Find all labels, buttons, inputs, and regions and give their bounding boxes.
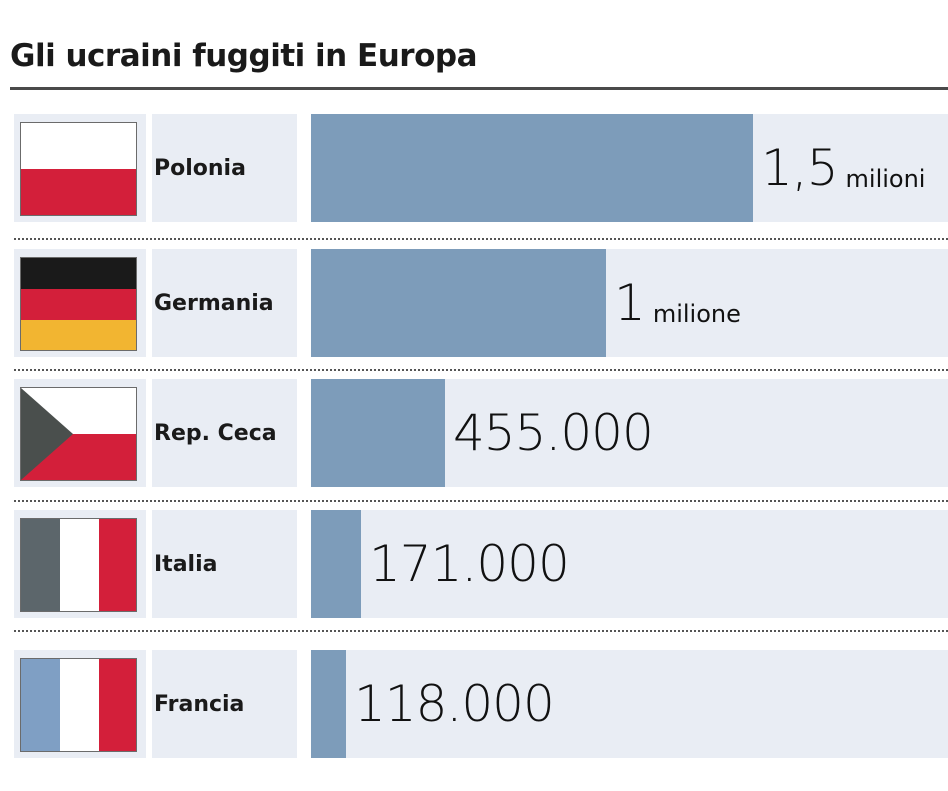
value-unit: milione <box>652 300 741 328</box>
chart-row: Rep. Ceca 455.000 <box>0 379 948 487</box>
czech-flag-icon <box>20 387 137 481</box>
value-number: 118.000 <box>354 675 555 733</box>
bar-track: 1 milione <box>311 249 948 357</box>
flag-cell <box>14 379 146 487</box>
flag-cell <box>14 249 146 357</box>
bar <box>311 114 753 222</box>
row-separator <box>14 500 948 502</box>
country-cell: Rep. Ceca <box>152 379 297 487</box>
value-label: 171.000 <box>369 510 570 618</box>
flag-cell <box>14 114 146 222</box>
country-label: Polonia <box>154 155 246 181</box>
chart-row: Polonia 1,5 milioni <box>0 114 948 222</box>
bar-track: 171.000 <box>311 510 948 618</box>
bar-track: 118.000 <box>311 650 948 758</box>
value-label: 118.000 <box>354 650 555 758</box>
country-cell: Italia <box>152 510 297 618</box>
value-number: 1,5 <box>761 139 839 197</box>
row-separator <box>14 369 948 371</box>
france-flag-icon <box>20 658 137 752</box>
bar <box>311 379 445 487</box>
bar-track: 1,5 milioni <box>311 114 948 222</box>
value-label: 1,5 milioni <box>761 114 925 222</box>
italy-flag-icon <box>20 518 137 612</box>
country-label: Francia <box>154 691 245 717</box>
flag-cell <box>14 510 146 618</box>
value-label: 455.000 <box>453 379 654 487</box>
bar-track: 455.000 <box>311 379 948 487</box>
country-cell: Polonia <box>152 114 297 222</box>
row-separator <box>14 630 948 632</box>
value-unit: milioni <box>845 165 926 193</box>
poland-flag-icon <box>20 122 137 216</box>
bar <box>311 650 346 758</box>
chart-title: Gli ucraini fuggiti in Europa <box>10 38 477 74</box>
flag-cell <box>14 650 146 758</box>
country-label: Italia <box>154 551 218 577</box>
chart-row: Italia 171.000 <box>0 510 948 618</box>
bar <box>311 249 606 357</box>
value-number: 1 <box>614 274 646 332</box>
bar <box>311 510 361 618</box>
germany-flag-icon <box>20 257 137 351</box>
chart-row: Francia 118.000 <box>0 650 948 758</box>
country-label: Rep. Ceca <box>154 420 277 446</box>
value-number: 171.000 <box>369 535 570 593</box>
chart-row: Germania 1 milione <box>0 249 948 357</box>
value-label: 1 milione <box>614 249 741 357</box>
country-cell: Francia <box>152 650 297 758</box>
value-number: 455.000 <box>453 404 654 462</box>
title-rule <box>10 87 948 90</box>
row-separator <box>14 238 948 240</box>
country-cell: Germania <box>152 249 297 357</box>
country-label: Germania <box>154 290 274 316</box>
